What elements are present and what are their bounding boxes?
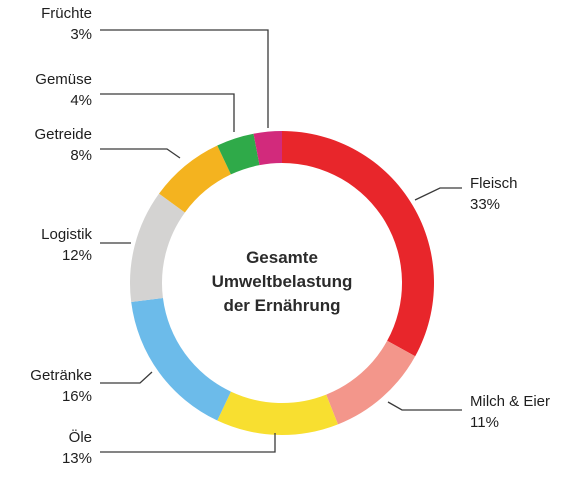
leader-lines	[100, 29, 462, 453]
slice-milch-eier	[326, 340, 416, 425]
slice-logistik	[130, 193, 185, 303]
slice-name-label: Getränke	[30, 367, 92, 384]
slice-früchte	[253, 131, 282, 166]
slice-name-label: Fleisch	[470, 175, 518, 192]
slice-name-label: Getreide	[34, 126, 92, 143]
donut-slices	[130, 131, 434, 435]
slice-labels: Fleisch 33% Milch & Eier 11% Öle 13% Getränke 1…	[30, 5, 550, 467]
slice-value-label: 11%	[470, 414, 499, 431]
slice-gemüse	[217, 133, 260, 175]
leader-line	[100, 371, 153, 384]
slice-value-label: 16%	[62, 388, 92, 405]
leader-line	[100, 93, 235, 132]
slice-value-label: 12%	[62, 247, 92, 264]
slice-value-label: 13%	[62, 450, 92, 467]
slice-name-label: Milch & Eier	[470, 393, 550, 410]
center-label-line-3: der Ernährung	[223, 296, 340, 315]
leader-line	[387, 401, 462, 411]
slice-value-label: 8%	[70, 147, 92, 164]
slice-getränke	[131, 298, 231, 421]
slice-value-label: 33%	[470, 196, 500, 213]
slice-name-label: Öle	[69, 428, 92, 446]
slice-öle	[217, 391, 338, 435]
slice-value-label: 4%	[70, 92, 92, 109]
leader-line	[100, 148, 181, 159]
slice-fleisch	[282, 131, 434, 357]
slice-name-label: Gemüse	[35, 71, 92, 88]
leader-line	[414, 187, 462, 201]
leader-line	[100, 29, 269, 128]
slice-name-label: Früchte	[41, 5, 92, 22]
slice-name-label: Logistik	[41, 226, 92, 243]
slice-getreide	[159, 145, 231, 213]
leader-line	[100, 433, 276, 453]
slice-value-label: 3%	[70, 26, 92, 43]
center-label-line-1: Gesamte	[246, 248, 318, 267]
center-label-line-2: Umweltbelastung	[212, 272, 353, 291]
